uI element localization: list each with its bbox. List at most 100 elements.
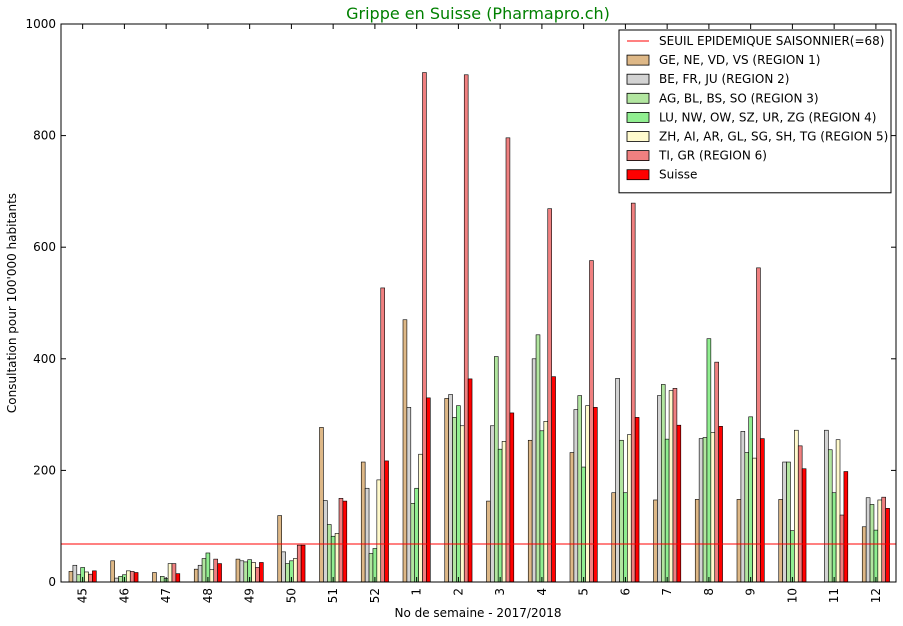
- bar-6-series-5: [630, 202, 636, 583]
- y-tick-label: 1000: [25, 17, 56, 31]
- bar-5-series-4: [585, 405, 590, 583]
- bar-45-series-0: [68, 571, 74, 583]
- bar-2-series-4: [460, 425, 465, 583]
- bar-45-series-2: [76, 574, 82, 583]
- bar-6-series-1: [615, 378, 620, 583]
- bar-47-series-6: [175, 573, 181, 583]
- bar-5-series-6: [593, 407, 598, 583]
- x-tick-label: 45: [76, 588, 90, 603]
- bar-46-series-5: [129, 571, 135, 583]
- bar-4-series-2: [535, 334, 541, 583]
- bar-2-series-2: [452, 417, 457, 583]
- legend-swatch-1: [626, 73, 650, 85]
- bar-9-series-5: [756, 267, 761, 583]
- legend-label-2: AG, BL, BS, SO (REGION 3): [659, 91, 819, 105]
- bar-50-series-0: [277, 515, 282, 583]
- bar-6-series-3: [623, 492, 628, 583]
- chart-title: Grippe en Suisse (Pharmapro.ch): [346, 4, 610, 23]
- bar-7-series-1: [657, 395, 662, 583]
- bar-48-series-1: [197, 564, 203, 583]
- bar-45-series-1: [72, 564, 78, 583]
- bar-48-series-2: [201, 558, 207, 583]
- bar-12-series-2: [869, 504, 875, 583]
- x-tick-label: 8: [702, 588, 716, 596]
- bar-12-series-1: [865, 497, 871, 583]
- legend-box: [618, 29, 892, 194]
- x-tick-label: 6: [618, 588, 632, 596]
- bar-10-series-3: [790, 530, 795, 583]
- bar-5-series-2: [577, 395, 582, 583]
- x-tick-label: 12: [869, 588, 883, 603]
- x-tick-label: 47: [159, 588, 173, 603]
- bar-50-series-4: [293, 558, 298, 583]
- bar-49-series-0: [235, 558, 241, 583]
- legend-label-6: Suisse: [659, 168, 697, 182]
- legend-label-4: ZH, AI, AR, GL, SG, SH, TG (REGION 5): [659, 130, 888, 144]
- bar-51-series-3: [330, 535, 336, 583]
- legend-swatch-3: [626, 112, 650, 123]
- bar-51-series-4: [334, 533, 340, 583]
- bar-48-series-5: [213, 558, 218, 583]
- bar-1-series-1: [406, 407, 412, 583]
- bar-8-series-5: [714, 361, 719, 583]
- bar-12-series-6: [885, 508, 890, 583]
- bar-52-series-1: [364, 487, 370, 583]
- legend-swatch-2: [626, 92, 650, 104]
- bar-2-series-3: [456, 405, 461, 583]
- bar-9-series-0: [736, 499, 742, 583]
- legend-swatch-6: [626, 169, 650, 181]
- bar-9-series-6: [760, 438, 765, 583]
- bar-52-series-0: [360, 461, 366, 583]
- bar-6-series-2: [619, 439, 624, 583]
- bar-47-series-5: [171, 563, 177, 583]
- bar-51-series-1: [323, 500, 328, 583]
- bar-5-series-3: [581, 466, 586, 583]
- bar-8-series-1: [698, 438, 704, 583]
- bar-48-series-0: [193, 568, 199, 583]
- x-tick-label: 11: [827, 588, 841, 603]
- bar-9-series-3: [748, 416, 753, 583]
- bar-51-series-6: [342, 500, 348, 583]
- bar-9-series-1: [740, 431, 746, 583]
- legend-label-0: GE, NE, VD, VS (REGION 1): [659, 53, 820, 67]
- bar-2-series-5: [463, 74, 469, 583]
- bar-50-series-5: [296, 544, 302, 583]
- legend-swatch-0: [626, 54, 650, 66]
- bar-3-series-4: [501, 441, 507, 583]
- y-tick-label: 200: [33, 463, 56, 477]
- bar-45-series-5: [88, 573, 93, 583]
- bar-12-series-4: [877, 499, 883, 583]
- y-tick-label: 0: [48, 575, 56, 589]
- bar-3-series-2: [493, 356, 499, 583]
- bar-2-series-0: [444, 398, 449, 583]
- bar-6-series-0: [611, 492, 616, 583]
- bar-51-series-0: [319, 427, 324, 583]
- bar-51-series-5: [338, 497, 344, 583]
- bar-4-series-6: [551, 376, 556, 583]
- bar-10-series-1: [782, 461, 787, 583]
- x-tick-label: 5: [577, 588, 591, 596]
- x-tick-label: 51: [326, 588, 340, 603]
- bar-6-series-4: [627, 434, 632, 583]
- bar-4-series-1: [531, 358, 537, 583]
- bar-1-series-2: [410, 503, 415, 583]
- bar-3-series-0: [486, 500, 491, 583]
- bar-11-series-2: [827, 449, 833, 583]
- bar-11-series-6: [843, 471, 849, 583]
- bar-50-series-1: [281, 551, 286, 583]
- bar-52-series-2: [368, 553, 374, 583]
- x-tick-label: 9: [744, 588, 758, 596]
- legend: SEUIL EPIDEMIQUE SAISONNIER(=68) GE, NE, …: [618, 29, 892, 194]
- bar-5-series-1: [573, 409, 579, 583]
- bar-47-series-4: [167, 563, 173, 583]
- bar-4-series-3: [539, 430, 545, 583]
- bar-7-series-3: [664, 438, 670, 583]
- bar-12-series-3: [873, 529, 879, 583]
- bar-8-series-6: [718, 426, 723, 583]
- bar-52-series-5: [380, 287, 385, 583]
- bar-1-series-3: [414, 487, 419, 583]
- bar-46-series-4: [126, 570, 131, 583]
- bar-4-series-0: [527, 439, 533, 583]
- legend-label-1: BE, FR, JU (REGION 2): [659, 72, 789, 86]
